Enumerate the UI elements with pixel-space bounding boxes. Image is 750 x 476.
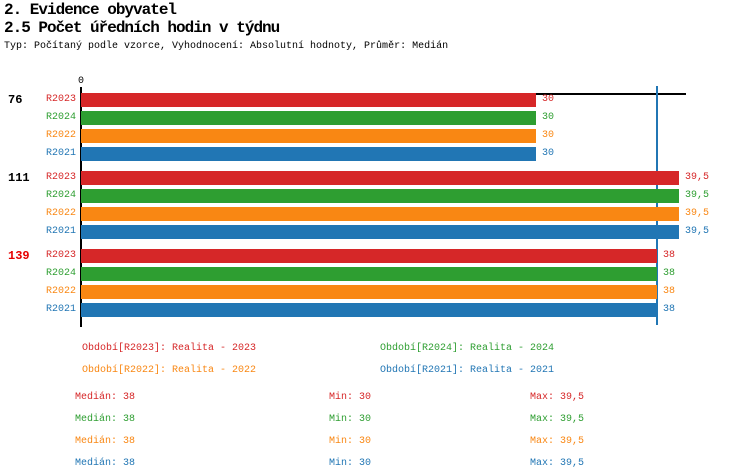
bar-r2022 <box>81 285 657 299</box>
group-label: 111 <box>8 171 30 185</box>
stat-min: Min: 30 <box>329 414 372 425</box>
stat-min: Min: 30 <box>329 436 372 447</box>
bar-value-label: 39,5 <box>685 226 710 237</box>
bar-value-label: 39,5 <box>685 172 710 183</box>
bar-value-label: 39,5 <box>685 190 710 201</box>
series-label-r2023: R2023 <box>45 250 76 261</box>
stat-median: Medián: 38 <box>75 458 136 469</box>
stat-median: Medián: 38 <box>75 436 136 447</box>
legend-item-r2021: Období[R2021]: Realita - 2021 <box>380 365 555 376</box>
bar-r2022 <box>81 207 679 221</box>
bar-r2024 <box>81 267 657 281</box>
stat-min: Min: 30 <box>329 392 372 403</box>
bar-r2021 <box>81 303 657 317</box>
bar-value-label: 38 <box>663 304 676 315</box>
legend-item-r2022: Období[R2022]: Realita - 2022 <box>82 365 257 376</box>
bar-value-label: 39,5 <box>685 208 710 219</box>
bar-value-label: 38 <box>663 250 676 261</box>
chart-title: 2.5 Počet úředních hodin v týdnu <box>4 19 280 37</box>
series-label-r2022: R2022 <box>45 286 76 297</box>
series-label-r2021: R2021 <box>45 304 76 315</box>
stat-median: Medián: 38 <box>75 414 136 425</box>
stat-max: Max: 39,5 <box>530 458 585 469</box>
bar-r2023 <box>81 93 536 107</box>
legend-item-r2024: Období[R2024]: Realita - 2024 <box>380 343 555 354</box>
legend-item-r2023: Období[R2023]: Realita - 2023 <box>82 343 257 354</box>
series-label-r2022: R2022 <box>45 208 76 219</box>
bar-r2021 <box>81 147 536 161</box>
series-label-r2023: R2023 <box>45 94 76 105</box>
bar-value-label: 30 <box>542 148 555 159</box>
bar-value-label: 30 <box>542 94 555 105</box>
stat-max: Max: 39,5 <box>530 436 585 447</box>
series-label-r2024: R2024 <box>45 112 76 123</box>
group-label: 139 <box>8 249 30 263</box>
series-label-r2023: R2023 <box>45 172 76 183</box>
report-section-title: 2. Evidence obyvatel <box>4 1 177 19</box>
stat-max: Max: 39,5 <box>530 414 585 425</box>
chart-subtitle: Typ: Počítaný podle vzorce, Vyhodnocení:… <box>4 41 449 52</box>
bar-value-label: 30 <box>542 112 555 123</box>
bar-r2024 <box>81 111 536 125</box>
series-label-r2021: R2021 <box>45 226 76 237</box>
median-line <box>656 86 658 325</box>
stat-median: Medián: 38 <box>75 392 136 403</box>
bar-r2023 <box>81 249 657 263</box>
bar-value-label: 30 <box>542 130 555 141</box>
series-label-r2024: R2024 <box>45 190 76 201</box>
plot-area: 0 76 R2023 30 R2024 30 R2022 30 R2021 30 111 R2023… <box>0 76 750 335</box>
bar-value-label: 38 <box>663 268 676 279</box>
stat-min: Min: 30 <box>329 458 372 469</box>
stat-max: Max: 39,5 <box>530 392 585 403</box>
bar-r2024 <box>81 189 679 203</box>
axis-zero-tick-label: 0 <box>77 76 84 87</box>
group-label: 76 <box>8 93 23 107</box>
bar-r2022 <box>81 129 536 143</box>
series-label-r2022: R2022 <box>45 130 76 141</box>
bar-r2021 <box>81 225 679 239</box>
bar-value-label: 38 <box>663 286 676 297</box>
series-label-r2021: R2021 <box>45 148 76 159</box>
series-label-r2024: R2024 <box>45 268 76 279</box>
bar-r2023 <box>81 171 679 185</box>
